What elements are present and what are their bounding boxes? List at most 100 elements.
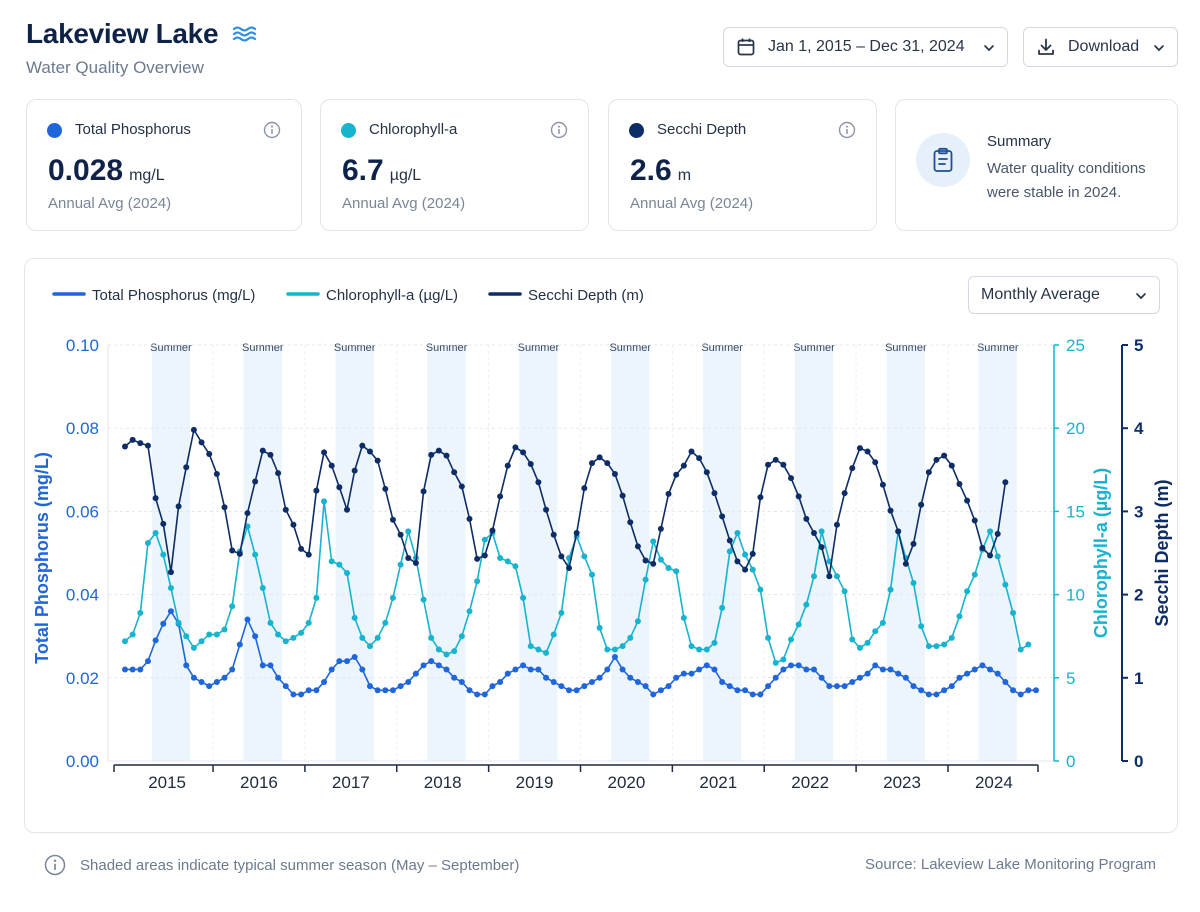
data-point — [719, 604, 726, 611]
data-point — [190, 674, 197, 681]
right-axis-tick-label-secchi: 5 — [1134, 336, 1143, 355]
data-point — [588, 571, 595, 578]
kpi-label: Total Phosphorus — [75, 121, 191, 138]
data-point — [428, 634, 435, 641]
date-range-label: Jan 1, 2015 – Dec 31, 2024 — [768, 38, 965, 55]
data-point — [742, 551, 749, 558]
x-axis-tick-label: 2020 — [608, 773, 646, 792]
kpi-value: 2.6 — [630, 154, 672, 187]
data-point — [236, 550, 243, 557]
right-axis-tick-label-secchi: 1 — [1134, 669, 1143, 688]
data-point — [956, 613, 963, 620]
data-point — [359, 666, 366, 673]
date-range-picker[interactable]: Jan 1, 2015 – Dec 31, 2024 — [723, 27, 1008, 67]
data-point — [252, 551, 259, 558]
data-point — [175, 503, 182, 510]
x-axis-tick-label: 2016 — [240, 773, 278, 792]
data-point — [458, 678, 465, 685]
data-point — [160, 551, 167, 558]
summer-label: Summer — [885, 342, 927, 354]
data-point — [979, 545, 986, 552]
data-point — [397, 561, 404, 568]
info-icon[interactable] — [838, 121, 856, 139]
data-point — [428, 658, 435, 665]
data-point — [167, 584, 174, 591]
data-point — [244, 616, 251, 623]
data-point — [711, 490, 718, 497]
data-point — [872, 459, 879, 466]
data-point — [688, 448, 695, 455]
data-point — [856, 674, 863, 681]
data-point — [167, 608, 174, 615]
data-point — [206, 683, 213, 690]
data-point — [772, 456, 779, 463]
data-point — [581, 683, 588, 690]
data-point — [160, 520, 167, 527]
data-point — [512, 444, 519, 451]
data-point — [252, 478, 259, 485]
data-point — [703, 662, 710, 669]
data-point — [696, 455, 703, 462]
data-point — [543, 674, 550, 681]
kpi-value: 6.7 — [342, 154, 384, 187]
data-point — [558, 683, 565, 690]
data-point — [596, 454, 603, 461]
data-point — [795, 493, 802, 500]
data-point — [321, 678, 328, 685]
data-point — [665, 683, 672, 690]
data-point — [673, 471, 680, 478]
data-point — [688, 670, 695, 677]
water-waves-icon — [232, 24, 258, 44]
aggregation-select[interactable]: Monthly Average — [968, 276, 1160, 314]
info-icon[interactable] — [263, 121, 281, 139]
data-point — [382, 619, 389, 626]
data-point — [979, 662, 986, 669]
data-point — [527, 460, 534, 467]
data-point — [298, 545, 305, 552]
data-point — [374, 457, 381, 464]
data-point — [765, 634, 772, 641]
data-point — [466, 687, 473, 694]
data-point — [665, 490, 672, 497]
data-point — [803, 666, 810, 673]
data-point — [466, 608, 473, 615]
data-point — [573, 530, 580, 537]
summer-shade — [886, 345, 925, 761]
chevron-down-icon — [1135, 289, 1147, 301]
data-point — [512, 563, 519, 570]
data-point — [550, 531, 557, 538]
data-point — [328, 558, 335, 565]
data-point — [933, 643, 940, 650]
data-point — [305, 619, 312, 626]
left-axis-label: Total Phosphorus (mg/L) — [32, 452, 52, 664]
summer-label: Summer — [793, 342, 835, 354]
data-point — [987, 528, 994, 535]
data-point — [1002, 479, 1009, 486]
data-point — [359, 634, 366, 641]
download-button[interactable]: Download — [1023, 27, 1178, 67]
data-point — [795, 662, 802, 669]
data-point — [344, 658, 351, 665]
data-point — [213, 631, 220, 638]
data-point — [198, 678, 205, 685]
data-point — [122, 638, 128, 645]
info-icon[interactable] — [550, 121, 568, 139]
data-point — [267, 451, 274, 458]
right-axis-tick-label-secchi: 0 — [1134, 752, 1143, 771]
data-point — [282, 506, 289, 513]
summary-title: Summary — [987, 133, 1052, 150]
data-point — [650, 691, 657, 698]
data-point — [520, 449, 527, 456]
data-point — [696, 666, 703, 673]
data-point — [389, 687, 396, 694]
left-axis-tick-label: 0.02 — [66, 669, 99, 688]
data-point — [443, 651, 450, 658]
data-point — [742, 566, 749, 573]
data-point — [1017, 646, 1024, 653]
data-point — [550, 678, 557, 685]
data-point — [765, 461, 772, 468]
data-point — [221, 674, 228, 681]
data-point — [443, 452, 450, 459]
data-point — [558, 609, 565, 616]
data-point — [405, 678, 412, 685]
